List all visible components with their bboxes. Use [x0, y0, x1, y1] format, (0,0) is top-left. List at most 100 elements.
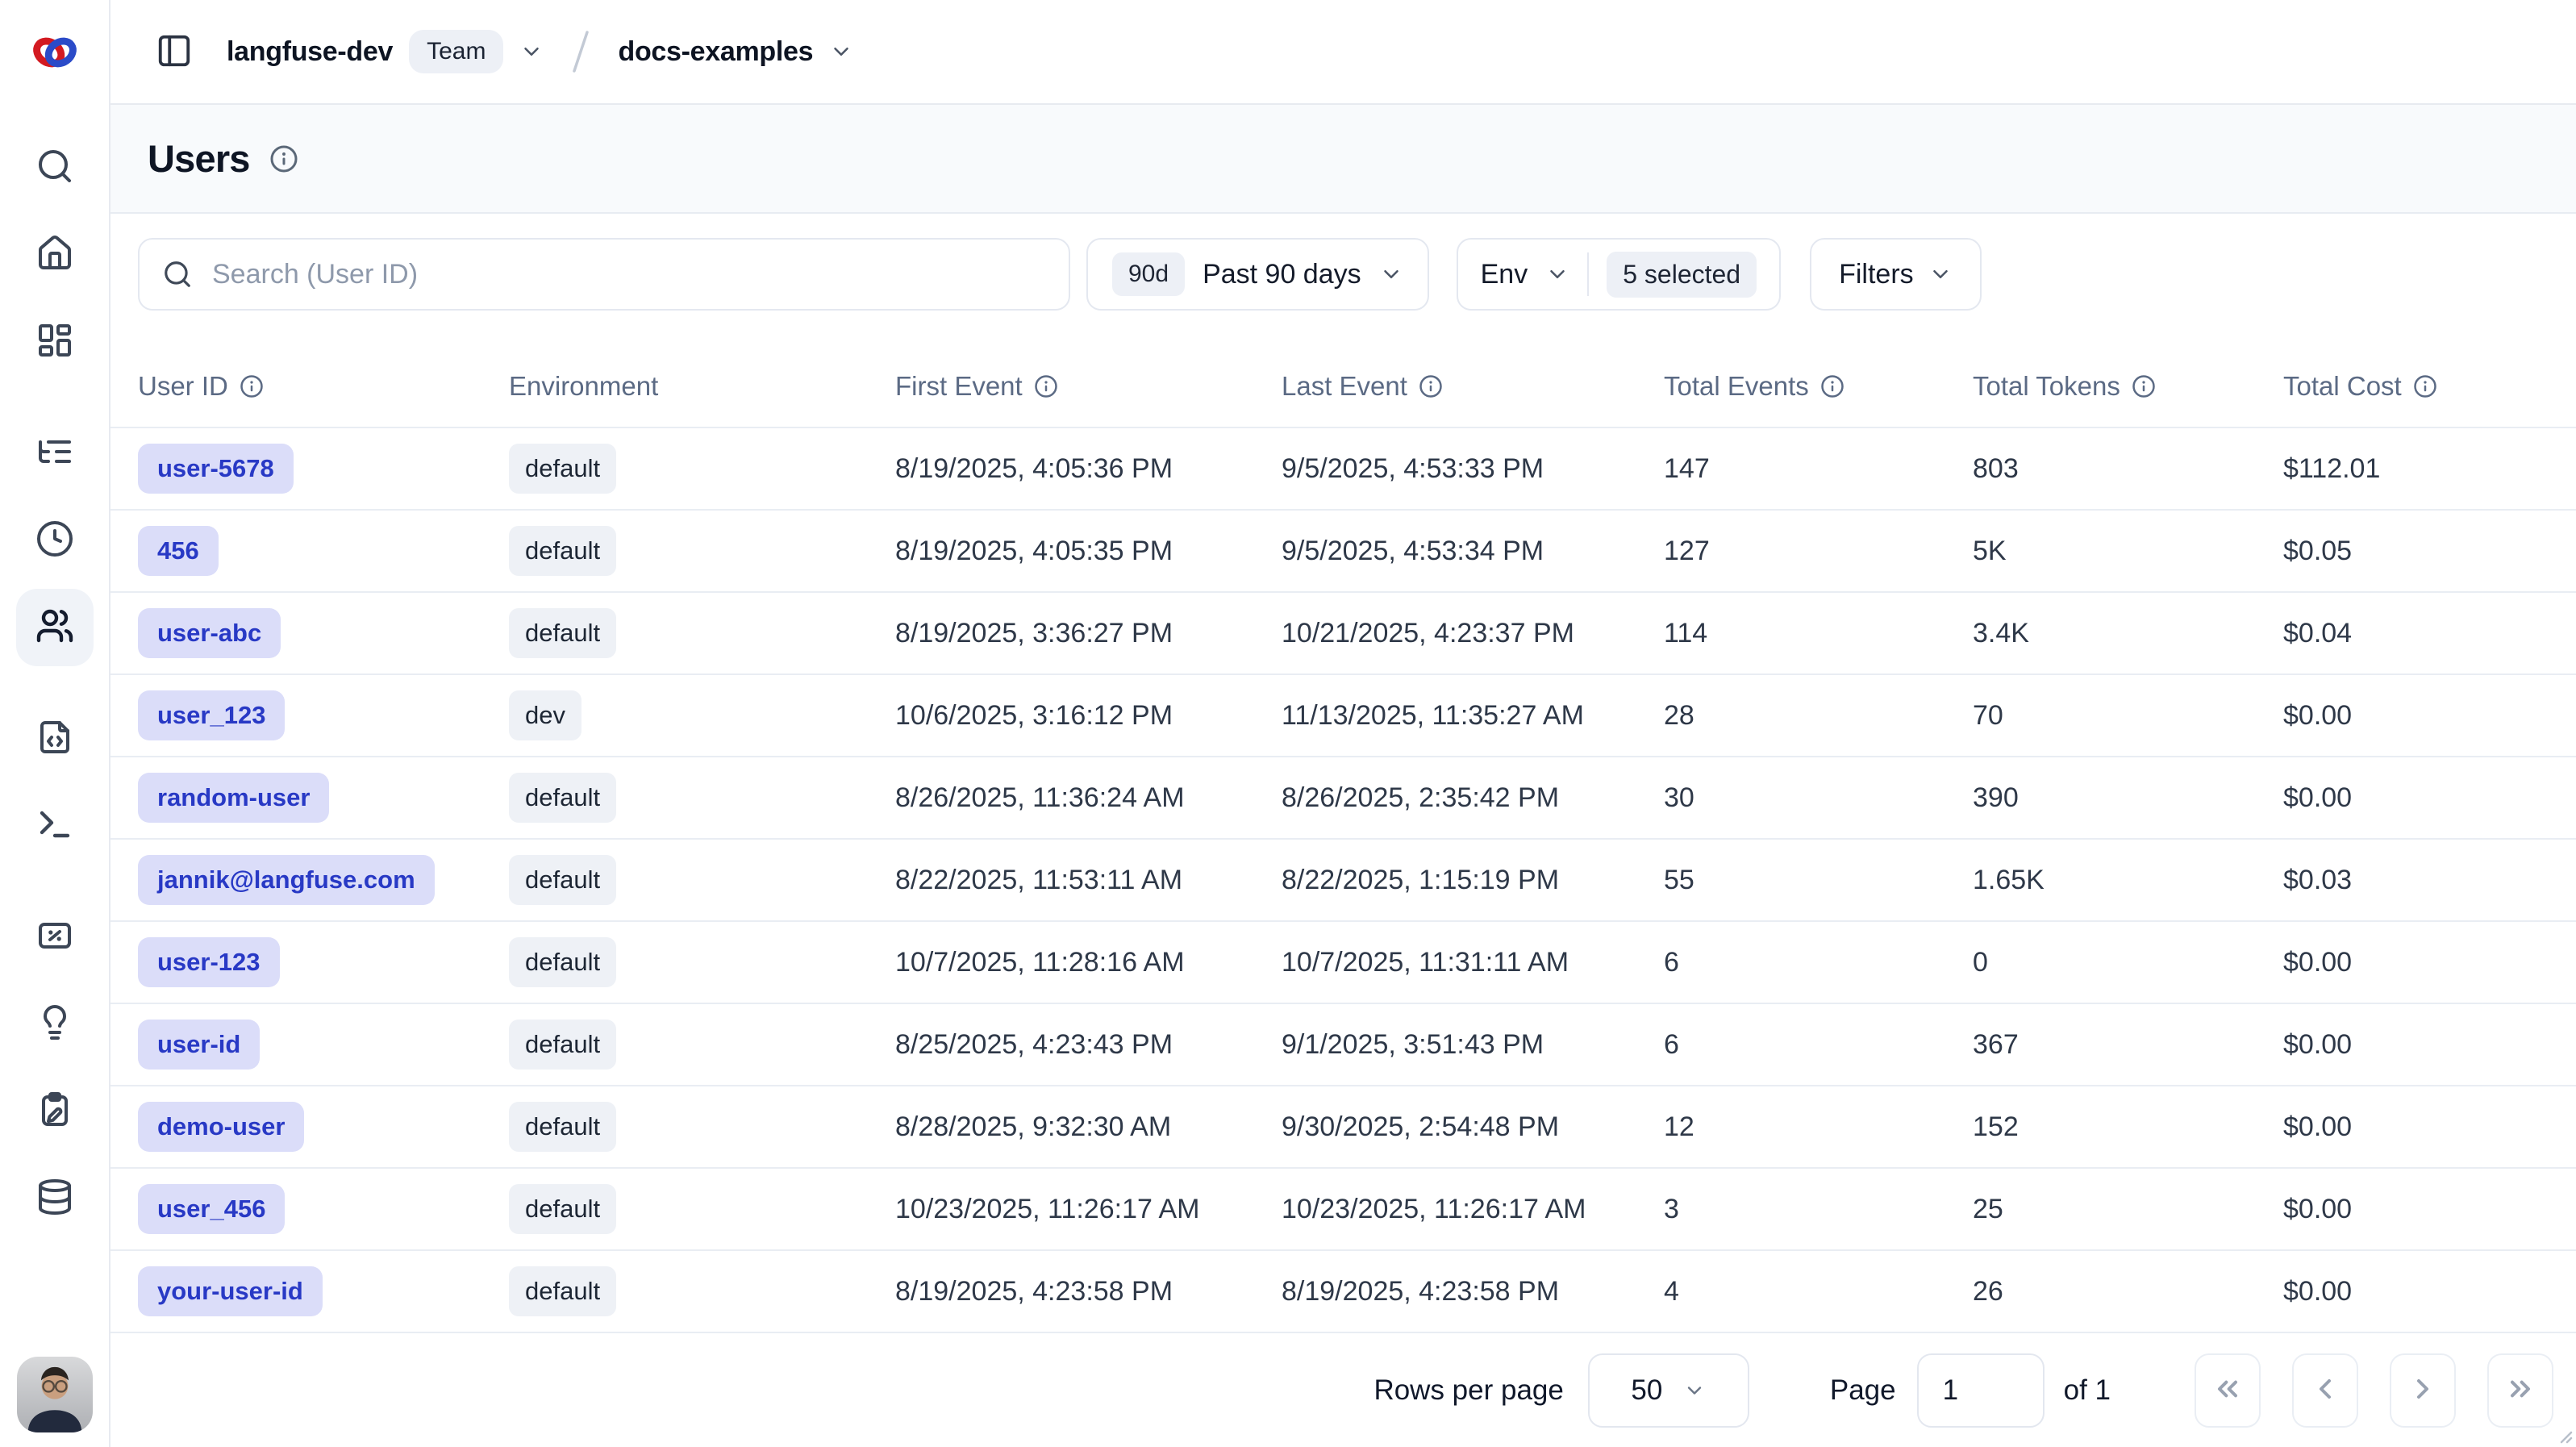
user-id-badge[interactable]: user-123 [138, 937, 280, 987]
rows-per-page-value: 50 [1631, 1374, 1662, 1407]
user-id-badge[interactable]: user_456 [138, 1184, 285, 1234]
search-box [138, 238, 1070, 311]
filters-button[interactable]: Filters [1810, 238, 1982, 311]
info-icon[interactable] [2132, 374, 2156, 398]
user-id-badge[interactable]: demo-user [138, 1102, 304, 1152]
total-cost-cell: $0.03 [2283, 865, 2549, 896]
chevron-down-icon [1379, 262, 1403, 286]
column-label: User ID [138, 371, 228, 402]
column-header-environment: Environment [509, 371, 895, 402]
first-event-cell: 8/19/2025, 4:05:35 PM [895, 536, 1282, 567]
total-events-cell: 12 [1664, 1111, 1973, 1143]
column-header-first-event: First Event [895, 371, 1282, 402]
first-page-button[interactable] [2195, 1353, 2261, 1428]
table-row[interactable]: your-user-id default 8/19/2025, 4:23:58 … [110, 1249, 2576, 1332]
sidebar-item-sessions[interactable] [16, 502, 94, 579]
total-tokens-cell: 0 [1973, 947, 2283, 978]
total-cost-cell: $0.00 [2283, 1111, 2549, 1143]
breadcrumb-separator [568, 27, 594, 76]
sidebar-item-users[interactable] [16, 589, 94, 666]
environment-badge: default [509, 526, 616, 576]
table-row[interactable]: user-id default 8/25/2025, 4:23:43 PM 9/… [110, 1003, 2576, 1085]
user-id-badge[interactable]: jannik@langfuse.com [138, 855, 435, 905]
user-id-badge[interactable]: user_123 [138, 690, 285, 740]
search-icon [35, 147, 74, 190]
table-row[interactable]: 456 default 8/19/2025, 4:05:35 PM 9/5/20… [110, 509, 2576, 591]
table-row[interactable]: user_456 default 10/23/2025, 11:26:17 AM… [110, 1167, 2576, 1249]
environment-badge: dev [509, 690, 581, 740]
user-avatar[interactable] [17, 1357, 93, 1432]
page-count-label: of 1 [2064, 1374, 2111, 1407]
column-label: Total Tokens [1973, 371, 2120, 402]
sidebar-item-home[interactable] [16, 216, 94, 294]
next-page-button[interactable] [2390, 1353, 2456, 1428]
table-row[interactable]: demo-user default 8/28/2025, 9:32:30 AM … [110, 1085, 2576, 1167]
sidebar-item-dashboards[interactable] [16, 303, 94, 381]
total-cost-cell: $0.05 [2283, 536, 2549, 567]
first-event-cell: 10/7/2025, 11:28:16 AM [895, 947, 1282, 978]
environment-badge: default [509, 937, 616, 987]
info-icon[interactable] [1820, 374, 1844, 398]
panel-left-icon [156, 32, 193, 72]
sidebar-item-datasets[interactable] [16, 1160, 94, 1237]
total-events-cell: 3 [1664, 1194, 1973, 1225]
total-events-cell: 28 [1664, 700, 1973, 732]
resize-handle-icon[interactable] [2553, 1424, 2573, 1444]
environment-badge: default [509, 855, 616, 905]
last-event-cell: 9/5/2025, 4:53:34 PM [1282, 536, 1664, 567]
sidebar-item-playground[interactable] [16, 787, 94, 865]
table-row[interactable]: user-123 default 10/7/2025, 11:28:16 AM … [110, 920, 2576, 1003]
total-cost-cell: $0.00 [2283, 1029, 2549, 1061]
first-event-cell: 8/25/2025, 4:23:43 PM [895, 1029, 1282, 1061]
sidebar-item-evaluation[interactable] [16, 986, 94, 1063]
info-icon[interactable] [2413, 374, 2437, 398]
sidebar-item-scores[interactable] [16, 899, 94, 976]
sidebar-item-prompts[interactable] [16, 700, 94, 778]
page-title: Users [148, 136, 250, 181]
dashboard-grid-icon [35, 321, 74, 364]
info-icon[interactable] [1034, 374, 1058, 398]
user-id-badge[interactable]: 456 [138, 526, 219, 576]
table-row[interactable]: user-abc default 8/19/2025, 3:36:27 PM 1… [110, 591, 2576, 673]
lightbulb-icon [35, 1003, 74, 1046]
last-page-button[interactable] [2487, 1353, 2553, 1428]
user-id-badge[interactable]: user-id [138, 1020, 260, 1070]
date-range-label: Past 90 days [1203, 259, 1361, 290]
environment-filter-button[interactable]: Env 5 selected [1457, 238, 1781, 311]
table-row[interactable]: random-user default 8/26/2025, 11:36:24 … [110, 756, 2576, 838]
user-id-badge[interactable]: user-5678 [138, 444, 294, 494]
info-icon[interactable] [240, 374, 264, 398]
user-id-badge[interactable]: user-abc [138, 608, 281, 658]
table-row[interactable]: user_123 dev 10/6/2025, 3:16:12 PM 11/13… [110, 673, 2576, 756]
user-id-badge[interactable]: random-user [138, 773, 329, 823]
sidebar-toggle-button[interactable] [156, 32, 193, 72]
user-id-badge[interactable]: your-user-id [138, 1266, 323, 1316]
previous-page-button[interactable] [2292, 1353, 2358, 1428]
total-cost-cell: $0.00 [2283, 1276, 2549, 1307]
date-range-button[interactable]: 90d Past 90 days [1086, 238, 1429, 311]
page-number-input[interactable] [1917, 1353, 2045, 1428]
search-input[interactable] [212, 259, 1046, 290]
org-selector[interactable]: langfuse-dev Team [227, 30, 544, 73]
sidebar-item-annotation-queues[interactable] [16, 1073, 94, 1150]
info-icon[interactable] [269, 144, 298, 173]
chevron-left-icon [2309, 1373, 2341, 1407]
last-event-cell: 8/22/2025, 1:15:19 PM [1282, 865, 1664, 896]
total-tokens-cell: 367 [1973, 1029, 2283, 1061]
total-tokens-cell: 5K [1973, 536, 2283, 567]
environment-badge: default [509, 1020, 616, 1070]
project-selector[interactable]: docs-examples [618, 36, 853, 68]
environment-badge: default [509, 1102, 616, 1152]
sidebar-item-search[interactable] [16, 129, 94, 206]
table-row[interactable]: user-5678 default 8/19/2025, 4:05:36 PM … [110, 427, 2576, 509]
first-event-cell: 8/28/2025, 9:32:30 AM [895, 1111, 1282, 1143]
info-icon[interactable] [1419, 374, 1443, 398]
last-event-cell: 11/13/2025, 11:35:27 AM [1282, 700, 1664, 732]
total-tokens-cell: 803 [1973, 453, 2283, 485]
rows-per-page-select[interactable]: 50 [1588, 1353, 1749, 1428]
last-event-cell: 9/1/2025, 3:51:43 PM [1282, 1029, 1664, 1061]
file-code-icon [35, 718, 74, 761]
last-event-cell: 8/26/2025, 2:35:42 PM [1282, 782, 1664, 814]
sidebar-item-tracing[interactable] [16, 415, 94, 492]
table-row[interactable]: jannik@langfuse.com default 8/22/2025, 1… [110, 838, 2576, 920]
